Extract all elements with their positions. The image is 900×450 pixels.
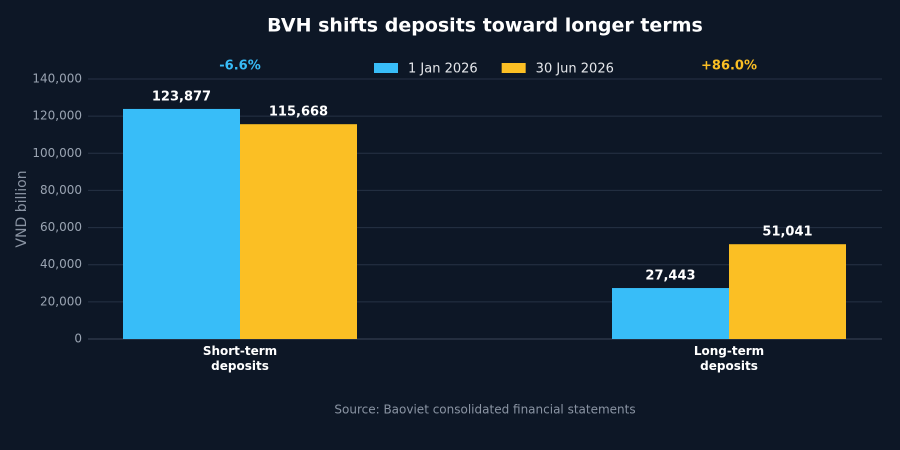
value-label: 27,443 — [645, 269, 695, 284]
y-tick-label: 60,000 — [40, 220, 82, 234]
x-tick-line: deposits — [700, 359, 758, 373]
legend-swatch — [374, 63, 398, 73]
bar — [123, 108, 240, 339]
legend-swatch — [501, 63, 526, 73]
annotation: -6.6% — [219, 59, 260, 74]
x-tick-label: Long-term deposits — [694, 344, 764, 373]
chart-title: BVH shifts deposits toward longer terms — [267, 15, 703, 37]
value-label: 51,041 — [762, 225, 812, 240]
bar — [240, 124, 357, 339]
x-tick-line: Long-term — [694, 344, 764, 358]
legend-label: 1 Jan 2026 — [408, 62, 478, 77]
y-tick-label: 100,000 — [32, 146, 82, 160]
y-tick-label: 140,000 — [32, 72, 82, 86]
x-tick-label: Short-term deposits — [203, 344, 277, 373]
value-label: 123,877 — [152, 89, 211, 104]
y-axis-title: VND billion — [14, 170, 30, 247]
y-tick-label: 0 — [74, 332, 82, 346]
legend-label: 30 Jun 2026 — [536, 62, 614, 77]
x-tick-line: deposits — [211, 359, 269, 373]
bar — [612, 288, 729, 339]
bar — [729, 244, 846, 339]
source: Source: Baoviet consolidated financial s… — [334, 403, 635, 417]
y-tick-label: 80,000 — [40, 183, 82, 197]
x-tick-line: Short-term — [203, 344, 277, 358]
annotation: +86.0% — [701, 59, 757, 74]
y-tick-label: 40,000 — [40, 257, 82, 271]
y-tick-label: 120,000 — [32, 109, 82, 123]
y-tick-label: 20,000 — [40, 294, 82, 308]
value-label: 115,668 — [269, 105, 328, 120]
